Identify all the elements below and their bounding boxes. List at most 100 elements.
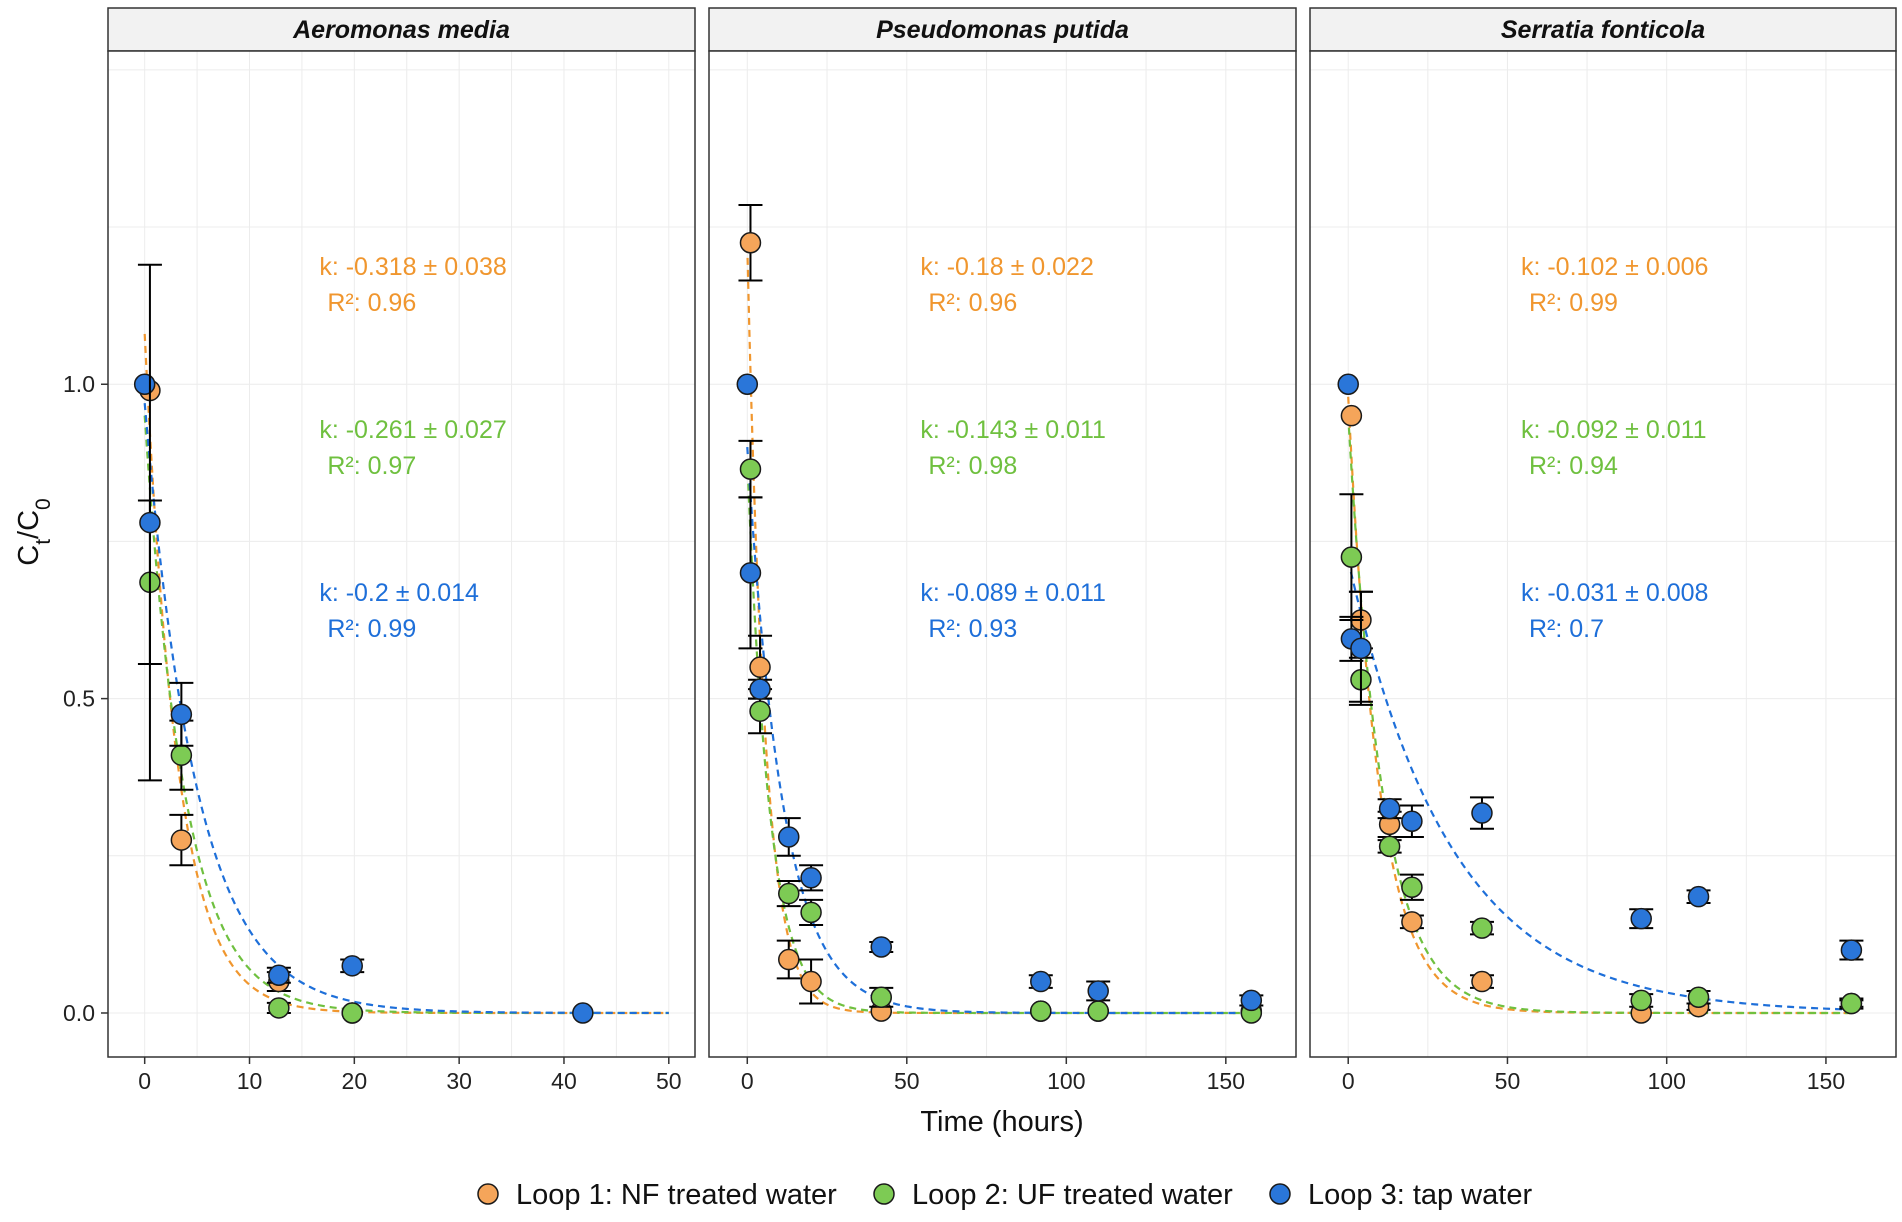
x-tick-label: 150 bbox=[1207, 1068, 1245, 1094]
x-tick-label: 0 bbox=[741, 1068, 754, 1094]
legend-item-uf: Loop 2: UF treated water bbox=[873, 1179, 1233, 1211]
data-point-uf bbox=[1340, 546, 1363, 568]
panel-strip bbox=[1309, 7, 1897, 52]
plot-area bbox=[709, 51, 1296, 1057]
annotation-r2-uf: R²: 0.94 bbox=[1529, 452, 1618, 480]
annotation-k-tap: k: -0.031 ± 0.008 bbox=[1521, 579, 1708, 607]
legend-swatch-uf bbox=[873, 1183, 895, 1205]
x-tick-label: 50 bbox=[656, 1068, 682, 1094]
plot-frame bbox=[1309, 50, 1897, 1058]
data-point-tap bbox=[739, 562, 762, 584]
annotation-r2-tap: R²: 0.99 bbox=[327, 615, 416, 643]
data-point-tap bbox=[572, 1002, 594, 1024]
x-tick-label: 0 bbox=[138, 1068, 151, 1094]
panel-strip bbox=[708, 7, 1297, 52]
data-point-tap bbox=[1030, 970, 1052, 993]
x-tick-label: 40 bbox=[551, 1068, 577, 1094]
x-tick-label: 50 bbox=[1495, 1068, 1521, 1094]
data-point-uf bbox=[1471, 917, 1493, 939]
panel: Serratia fonticola 0 50 100 150 k: -0.102 ± 0… bbox=[1309, 7, 1897, 1094]
x-tick-label: 30 bbox=[446, 1068, 472, 1094]
data-point-uf bbox=[1378, 835, 1401, 858]
annotation-r2-nf: R²: 0.96 bbox=[928, 289, 1017, 317]
panel-title: Pseudomonas putida bbox=[876, 16, 1129, 44]
data-point-tap bbox=[1401, 810, 1423, 832]
data-point-tap bbox=[341, 955, 363, 977]
fit-curve-uf bbox=[746, 459, 1252, 1015]
plot-frame bbox=[708, 50, 1297, 1058]
x-tick-label: 10 bbox=[237, 1068, 263, 1094]
panel: Pseudomonas putida 0 50 100 150 k: -0.18 ± 0.… bbox=[708, 7, 1297, 1094]
data-point-tap bbox=[1378, 797, 1401, 820]
data-point-uf bbox=[778, 882, 800, 905]
annotation-k-tap: k: -0.089 ± 0.011 bbox=[920, 579, 1106, 607]
data-point-tap bbox=[800, 867, 822, 889]
data-point-nf bbox=[170, 829, 193, 851]
data-point-nf bbox=[1471, 970, 1493, 993]
data-point-tap bbox=[139, 511, 161, 534]
fit-curve-tap bbox=[1347, 560, 1852, 1011]
plot-area bbox=[1310, 51, 1896, 1057]
x-tick-label: 150 bbox=[1807, 1068, 1845, 1094]
data-point-tap bbox=[1240, 989, 1263, 1012]
x-tick-label: 100 bbox=[1648, 1068, 1686, 1094]
fit-curve-uf bbox=[143, 415, 669, 1015]
data-point-uf bbox=[870, 986, 893, 1009]
data-point-uf bbox=[1840, 992, 1863, 1015]
x-tick-label: 50 bbox=[894, 1068, 920, 1094]
x-tick-label: 100 bbox=[1047, 1068, 1085, 1094]
y-tick-label: 0.5 bbox=[63, 686, 95, 712]
data-point-tap bbox=[133, 373, 156, 395]
panel-title: Aeromonas media bbox=[292, 16, 510, 44]
data-point-tap bbox=[1471, 802, 1493, 824]
plot-frame bbox=[107, 50, 696, 1058]
legend-item-tap: Loop 3: tap water bbox=[1269, 1179, 1532, 1211]
data-point-uf bbox=[1630, 989, 1652, 1012]
annotation-k-nf: k: -0.102 ± 0.006 bbox=[1521, 253, 1708, 281]
panels-layer: Aeromonas media 0 10 20 30 40 50 0.0 0.5 1.0 k: -0… bbox=[63, 7, 1897, 1094]
data-point-nf bbox=[778, 948, 800, 971]
data-point-uf bbox=[1687, 986, 1710, 1009]
annotation-r2-nf: R²: 0.99 bbox=[1529, 289, 1618, 317]
data-point-uf bbox=[341, 1002, 363, 1024]
data-point-uf bbox=[749, 700, 771, 722]
data-point-uf bbox=[170, 744, 193, 766]
data-point-uf bbox=[1401, 876, 1423, 898]
annotation-r2-uf: R²: 0.97 bbox=[327, 452, 416, 480]
data-point-tap bbox=[1630, 907, 1652, 930]
y-axis: Ct/C0 bbox=[13, 498, 55, 566]
data-point-uf bbox=[800, 901, 822, 924]
fit-curve-tap bbox=[143, 403, 669, 1015]
legend-swatch-tap bbox=[1269, 1183, 1291, 1205]
legend-label-uf: Loop 2: UF treated water bbox=[912, 1179, 1233, 1211]
panel-strip bbox=[107, 7, 696, 52]
legend-label-tap: Loop 3: tap water bbox=[1308, 1179, 1532, 1211]
annotation-k-uf: k: -0.143 ± 0.011 bbox=[920, 416, 1106, 444]
data-point-tap bbox=[778, 826, 800, 848]
data-point-uf bbox=[1087, 1000, 1109, 1022]
data-point-tap bbox=[1840, 939, 1863, 961]
data-point-uf bbox=[1030, 1000, 1052, 1022]
plot-area bbox=[108, 51, 695, 1057]
panel-title: Serratia fonticola bbox=[1501, 16, 1705, 44]
data-point-uf bbox=[268, 997, 290, 1019]
data-point-nf bbox=[1340, 404, 1363, 427]
data-point-tap bbox=[870, 936, 893, 958]
data-point-tap bbox=[268, 964, 290, 987]
data-point-nf bbox=[739, 232, 762, 254]
data-point-tap bbox=[736, 373, 759, 395]
data-point-tap bbox=[1350, 637, 1372, 660]
panel: Aeromonas media 0 10 20 30 40 50 0.0 0.5 1.0 k: -0… bbox=[63, 7, 696, 1094]
annotation-r2-tap: R²: 0.7 bbox=[1529, 615, 1604, 643]
y-tick-label: 0.0 bbox=[63, 1000, 95, 1026]
data-point-tap bbox=[1337, 373, 1359, 395]
data-point-tap bbox=[1087, 980, 1109, 1002]
data-point-uf bbox=[739, 458, 762, 480]
legend-item-nf: Loop 1: NF treated water bbox=[477, 1179, 837, 1211]
x-axis-title: Time (hours) bbox=[920, 1106, 1083, 1138]
annotation-k-tap: k: -0.2 ± 0.014 bbox=[319, 579, 479, 607]
fit-curve-uf bbox=[1347, 415, 1852, 1015]
annotation-k-uf: k: -0.261 ± 0.027 bbox=[319, 416, 506, 444]
annotation-k-uf: k: -0.092 ± 0.011 bbox=[1521, 416, 1707, 444]
